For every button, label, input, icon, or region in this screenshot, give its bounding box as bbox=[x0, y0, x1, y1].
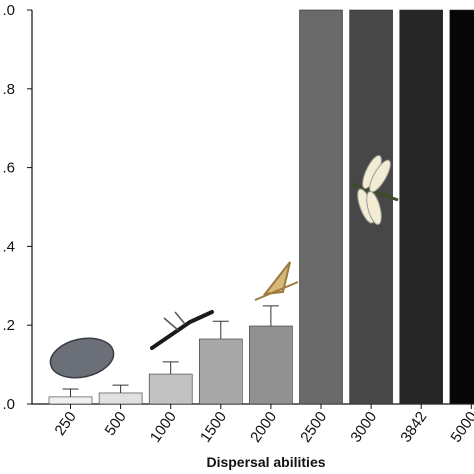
bar bbox=[148, 373, 193, 405]
x-tick-label: 2500 bbox=[297, 409, 330, 446]
bar bbox=[249, 325, 293, 405]
bar bbox=[199, 338, 243, 405]
x-tick-label: 1500 bbox=[197, 409, 230, 446]
bar bbox=[299, 9, 343, 405]
y-tick-label: .0 bbox=[2, 396, 15, 413]
error-bar bbox=[62, 388, 79, 397]
y-tick-label: .8 bbox=[2, 81, 15, 98]
mayfly bbox=[254, 261, 299, 301]
x-tick-label: 5000 bbox=[448, 409, 474, 446]
y-tick-label: .6 bbox=[2, 160, 15, 177]
y-tick-label: .0 bbox=[2, 2, 15, 19]
bar bbox=[399, 9, 444, 405]
x-tick-label: 3000 bbox=[347, 409, 380, 446]
error-bar bbox=[162, 361, 179, 375]
x-tick-label: 250 bbox=[51, 409, 79, 439]
x-tick-label: 2000 bbox=[247, 409, 280, 446]
error-bar bbox=[262, 305, 279, 326]
x-axis-label: Dispersal abilities bbox=[206, 454, 325, 470]
mosquito bbox=[150, 310, 214, 350]
x-tick-label: 3842 bbox=[397, 409, 430, 446]
illustrations bbox=[49, 154, 399, 379]
bar bbox=[449, 9, 474, 405]
y-tick-label: .4 bbox=[2, 238, 15, 255]
bar bbox=[48, 396, 93, 405]
error-bar bbox=[212, 320, 229, 339]
x-tick-label: 1000 bbox=[147, 409, 180, 446]
dragonfly-wing bbox=[366, 191, 382, 225]
mussel bbox=[49, 337, 115, 379]
y-tick-label: .2 bbox=[2, 317, 15, 334]
dragonfly-body bbox=[351, 182, 399, 202]
mosquito-wing bbox=[163, 311, 186, 331]
x-tick-label: 500 bbox=[102, 409, 130, 439]
bar bbox=[98, 392, 143, 405]
error-bar bbox=[112, 384, 129, 393]
